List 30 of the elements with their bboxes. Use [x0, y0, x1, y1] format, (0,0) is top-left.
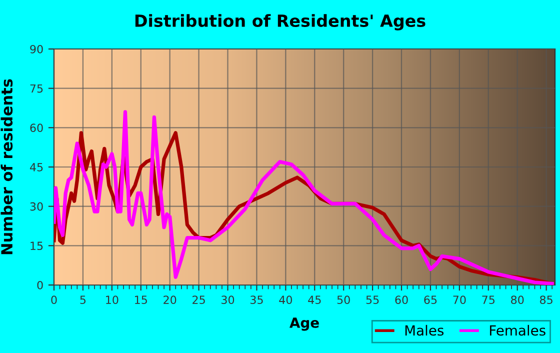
x-tick-label: 70: [453, 296, 466, 304]
x-tick-label: 10: [106, 296, 118, 304]
x-tick-label: 60: [395, 296, 408, 304]
x-tick-label: 0: [51, 296, 57, 304]
x-tick-label: 45: [308, 296, 321, 304]
y-tick-label: 0: [37, 280, 43, 290]
y-tick-label: 75: [30, 84, 43, 93]
x-tick-label: 35: [250, 296, 263, 304]
y-tick-label: 90: [30, 44, 43, 54]
x-tick-label: 75: [482, 296, 494, 304]
legend-label: Males: [405, 324, 444, 336]
y-tick-label: 60: [30, 124, 43, 132]
x-tick-label: 50: [337, 296, 350, 304]
y-axis-title: Number of residents: [0, 79, 13, 254]
x-axis-title: Age: [290, 318, 319, 331]
x-tick-label: 65: [424, 296, 437, 304]
x-tick-label: 15: [135, 296, 147, 304]
x-tick-label: 20: [164, 296, 176, 304]
x-tick-label: 30: [222, 296, 234, 304]
y-tick-label: 15: [30, 242, 43, 250]
y-tick-label: 30: [30, 202, 43, 211]
legend-label: Females: [490, 324, 546, 336]
x-tick-label: 40: [279, 296, 292, 304]
y-tick-label: 45: [30, 163, 43, 172]
chart-title: Distribution of Residents' Ages: [135, 14, 426, 30]
x-tick-label: 5: [80, 296, 86, 304]
x-tick-label: 25: [192, 296, 205, 304]
x-tick-label: 85: [540, 296, 552, 304]
x-tick-label: 80: [511, 296, 524, 304]
x-tick-label: 55: [366, 296, 379, 304]
